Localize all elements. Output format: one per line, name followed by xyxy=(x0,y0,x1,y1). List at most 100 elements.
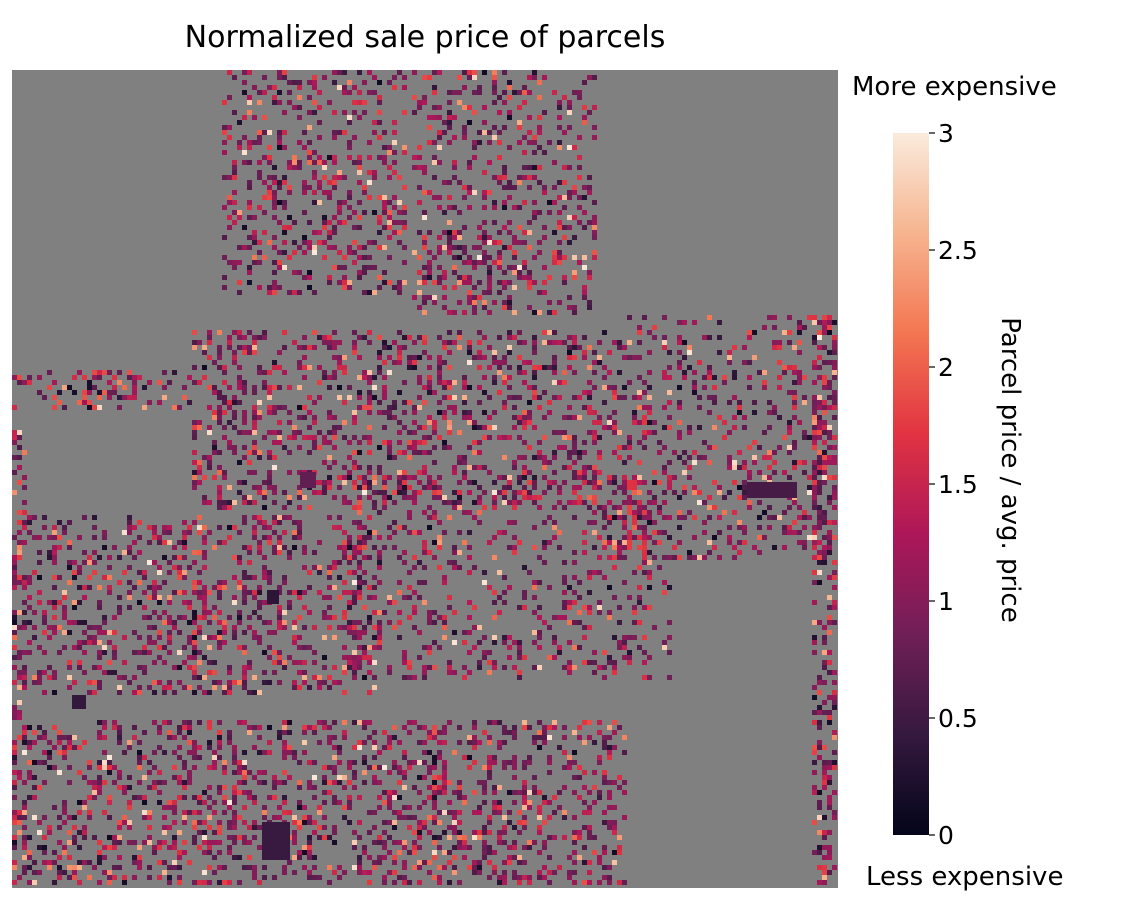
parcel-cell xyxy=(137,550,142,555)
parcel-cell xyxy=(647,395,652,400)
parcel-cell xyxy=(262,680,267,685)
parcel-cell xyxy=(237,760,242,765)
parcel-cell xyxy=(32,815,37,820)
parcel-cell xyxy=(397,420,402,425)
parcel-cell xyxy=(297,270,302,275)
parcel-cell xyxy=(717,515,722,520)
parcel-cell xyxy=(392,855,397,860)
parcel-cell xyxy=(452,245,457,250)
parcel-cell xyxy=(367,585,372,590)
parcel-cell xyxy=(507,810,512,815)
parcel-cell xyxy=(712,425,717,430)
parcel-cell xyxy=(502,205,507,210)
parcel-cell xyxy=(582,405,587,410)
parcel-cell xyxy=(377,220,382,225)
parcel-cell xyxy=(537,250,542,255)
parcel-cell xyxy=(352,655,357,660)
parcel-cell xyxy=(567,670,572,675)
parcel-cell xyxy=(462,800,467,805)
parcel-cell xyxy=(267,630,272,635)
parcel-cell xyxy=(342,545,347,550)
parcel-cell xyxy=(392,795,397,800)
parcel-cell xyxy=(472,285,477,290)
parcel-cell xyxy=(257,370,262,375)
parcel-cell xyxy=(447,120,452,125)
parcel-cell xyxy=(362,405,367,410)
parcel-cell xyxy=(387,670,392,675)
parcel-cell xyxy=(272,515,277,520)
parcel-cell xyxy=(307,150,312,155)
parcel-cell xyxy=(262,805,267,810)
parcel-cell xyxy=(162,525,167,530)
parcel-cell xyxy=(617,345,622,350)
parcel-cell xyxy=(782,525,787,530)
parcel-cell xyxy=(427,365,432,370)
parcel-cell xyxy=(237,245,242,250)
parcel-cell xyxy=(477,780,482,785)
parcel-cell xyxy=(487,670,492,675)
parcel-cell xyxy=(27,530,32,535)
parcel-cell xyxy=(467,280,472,285)
parcel-cell xyxy=(232,395,237,400)
parcel-cell xyxy=(642,510,647,515)
parcel-cell xyxy=(277,100,282,105)
parcel-cell xyxy=(507,820,512,825)
parcel-cell xyxy=(657,540,662,545)
parcel-cell xyxy=(247,245,252,250)
parcel-cell xyxy=(372,810,377,815)
parcel-cell xyxy=(637,510,642,515)
parcel-cell xyxy=(582,740,587,745)
parcel-cell xyxy=(67,675,72,680)
parcel-cell xyxy=(227,70,232,75)
parcel-cell xyxy=(467,630,472,635)
parcel-cell xyxy=(512,265,517,270)
parcel-cell xyxy=(492,500,497,505)
parcel-cell xyxy=(97,840,102,845)
parcel-cell xyxy=(342,555,347,560)
parcel-cell xyxy=(242,670,247,675)
parcel-cell xyxy=(477,235,482,240)
parcel-cell xyxy=(507,730,512,735)
parcel-cell xyxy=(187,375,192,380)
parcel-cell xyxy=(57,855,62,860)
parcel-cell xyxy=(297,670,302,675)
parcel-cell xyxy=(607,615,612,620)
parcel-cell xyxy=(537,720,542,725)
parcel-cell xyxy=(452,115,457,120)
parcel-cell xyxy=(277,625,282,630)
parcel-cell xyxy=(177,575,182,580)
parcel-cell xyxy=(272,490,277,495)
parcel-cell xyxy=(362,850,367,855)
parcel-cell xyxy=(352,745,357,750)
parcel-cell xyxy=(292,270,297,275)
parcel-cell xyxy=(637,565,642,570)
parcel-cell xyxy=(412,430,417,435)
parcel-cell xyxy=(447,230,452,235)
parcel-cell xyxy=(192,755,197,760)
parcel-cell xyxy=(252,85,257,90)
parcel-cell xyxy=(427,830,432,835)
parcel-cell xyxy=(282,75,287,80)
parcel-cell xyxy=(482,655,487,660)
parcel-cell xyxy=(52,690,57,695)
parcel-cell xyxy=(112,780,117,785)
parcel-cell xyxy=(632,605,637,610)
parcel-cell xyxy=(467,555,472,560)
parcel-cell xyxy=(287,100,292,105)
parcel-cell xyxy=(482,375,487,380)
parcel-cell xyxy=(212,410,217,415)
parcel-cell xyxy=(317,155,322,160)
parcel-cell xyxy=(392,500,397,505)
parcel-cell xyxy=(142,730,147,735)
parcel-cell xyxy=(177,755,182,760)
parcel-cell xyxy=(167,380,172,385)
parcel-cell xyxy=(612,555,617,560)
parcel-cell xyxy=(477,90,482,95)
parcel-cell xyxy=(587,610,592,615)
parcel-cell xyxy=(357,740,362,745)
parcel-cell xyxy=(327,740,332,745)
parcel-cell xyxy=(172,840,177,845)
parcel-cell xyxy=(602,650,607,655)
parcel-cell xyxy=(217,415,222,420)
parcel-cell xyxy=(492,135,497,140)
